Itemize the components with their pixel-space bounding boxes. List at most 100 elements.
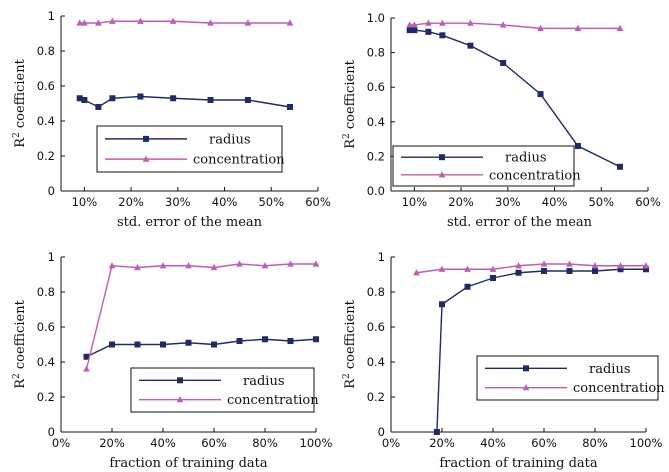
data-point-radius	[643, 266, 649, 273]
legend: radius concentration	[96, 125, 285, 173]
y-tick-label: 0.0	[367, 184, 385, 198]
x-tick-label: 60%	[201, 436, 227, 450]
x-tick-label: 30%	[495, 195, 521, 209]
legend-box	[392, 145, 575, 187]
legend-label-concentration: concentration	[227, 393, 319, 408]
y-tick-label: 0.4	[367, 355, 385, 369]
y-tick-label: 0.6	[37, 79, 55, 93]
data-point-concentration	[169, 17, 177, 24]
data-point-concentration	[411, 21, 418, 28]
data-point-concentration	[312, 260, 320, 267]
data-point-concentration	[185, 262, 192, 269]
data-point-radius	[170, 95, 177, 102]
y-tick-label: 0.8	[37, 44, 55, 58]
data-point-radius	[207, 97, 214, 103]
y-tick-label: 0.4	[37, 355, 55, 369]
y-tick-label: 0.2	[37, 149, 55, 163]
legend-label-radius: radius	[589, 362, 631, 377]
y-tick-label: 0	[48, 425, 55, 439]
x-tick-label: 100%	[300, 436, 333, 450]
data-point-radius	[406, 27, 413, 34]
data-point-concentration	[467, 19, 474, 26]
y-tick-label: 0.6	[37, 320, 55, 334]
legend: radius concentration	[392, 145, 581, 187]
legend-label-radius: radius	[243, 374, 285, 389]
x-tick-label: 20%	[429, 436, 455, 450]
data-point-radius	[109, 95, 116, 102]
data-point-concentration	[591, 262, 599, 269]
data-point-concentration	[616, 24, 624, 31]
data-point-concentration	[515, 262, 522, 269]
legend-label-radius: radius	[505, 151, 547, 166]
legend: radius concentration	[476, 355, 665, 401]
data-point-radius	[425, 28, 432, 35]
legend-marker-concentration	[142, 155, 150, 162]
x-tick-label: 20%	[99, 436, 125, 450]
y-tick-label: 0	[48, 184, 55, 198]
legend-marker-concentration	[438, 171, 446, 178]
data-point-radius	[244, 97, 251, 103]
data-point-radius	[617, 266, 624, 273]
data-point-concentration	[438, 265, 446, 272]
data-point-concentration	[244, 19, 252, 26]
x-axis-label: fraction of training data	[109, 456, 268, 471]
data-point-radius	[490, 275, 496, 281]
y-tick-label: 1	[48, 250, 55, 264]
data-point-radius	[467, 42, 474, 49]
x-tick-label: 40%	[480, 436, 506, 450]
legend-box	[96, 125, 283, 173]
data-point-concentration	[642, 262, 650, 269]
data-point-concentration	[439, 19, 446, 26]
x-tick-label: 60%	[531, 436, 557, 450]
data-point-concentration	[108, 262, 116, 269]
data-point-concentration	[287, 260, 294, 267]
data-point-radius	[566, 268, 573, 274]
x-tick-label: 10%	[402, 195, 428, 209]
y-axis-label: R2 coefficient	[12, 58, 28, 147]
data-point-radius	[500, 59, 507, 66]
legend-box	[476, 355, 659, 401]
data-point-radius	[541, 268, 547, 274]
x-tick-label: 30%	[165, 195, 191, 209]
series-line-concentration	[416, 263, 646, 274]
data-point-radius	[83, 353, 90, 360]
data-point-radius	[313, 336, 319, 343]
y-axis-label: R2 coefficient	[12, 299, 28, 388]
y-axis-label: R2 coefficient	[342, 59, 358, 148]
data-point-radius	[537, 91, 544, 98]
data-point-radius	[286, 104, 293, 110]
y-tick-label: 0.4	[37, 114, 55, 128]
data-point-concentration	[425, 19, 432, 26]
legend-label-concentration: concentration	[193, 153, 285, 168]
legend-label-radius: radius	[209, 132, 251, 147]
data-point-concentration	[207, 19, 214, 26]
legend-marker-radius	[143, 135, 149, 142]
x-tick-label: 60%	[635, 195, 661, 209]
legend: radius concentration	[130, 367, 319, 413]
data-point-radius	[411, 27, 418, 34]
data-point-concentration	[286, 19, 294, 26]
data-point-concentration	[413, 269, 420, 276]
data-point-radius	[262, 336, 268, 343]
y-tick-label: 1	[378, 250, 385, 264]
data-point-radius	[109, 341, 115, 348]
data-point-radius	[185, 339, 192, 346]
y-tick-label: 0.4	[367, 115, 385, 129]
series-line-radius	[86, 338, 317, 358]
chart-panel-4: 0 0.2 0.4 0.6 0.8 1 0% 20% 40% 60% 80% 100% fraction…	[342, 250, 665, 471]
y-axis-label: R2 coefficient	[342, 299, 358, 388]
data-point-radius	[592, 268, 598, 274]
data-point-concentration	[109, 17, 116, 24]
data-point-concentration	[159, 262, 167, 269]
data-point-radius	[76, 95, 83, 102]
x-tick-label: 80%	[582, 436, 608, 450]
x-tick-label: 20%	[448, 195, 474, 209]
x-axis-label: std. error of the mean	[117, 215, 263, 230]
y-tick-label: 0.2	[367, 390, 385, 404]
data-point-concentration	[574, 24, 582, 31]
y-tick-label: 0.6	[367, 80, 385, 94]
chart-panel-2: 0.0 0.2 0.4 0.6 0.8 1.0 10% 20% 30% 40% 50% 60% std.…	[342, 11, 661, 230]
data-point-concentration	[83, 365, 90, 372]
series-line-radius	[436, 268, 646, 433]
